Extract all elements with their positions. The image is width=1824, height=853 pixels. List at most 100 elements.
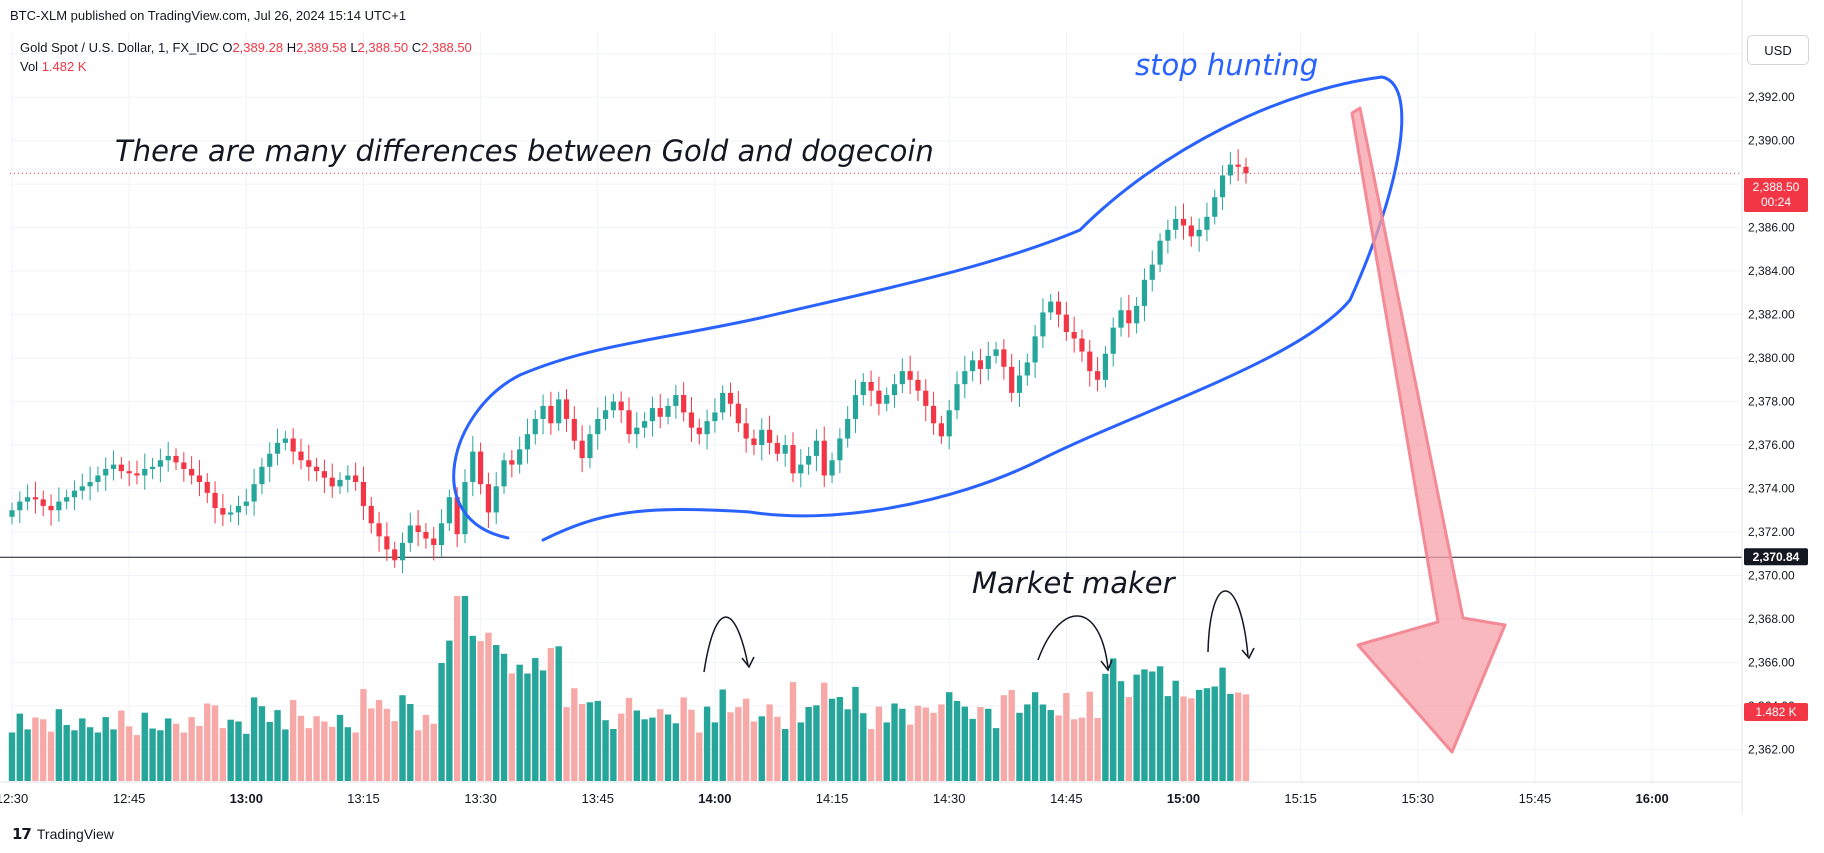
candle-body (79, 486, 85, 491)
volume-bar (289, 700, 297, 781)
volume-bar (274, 710, 281, 781)
currency-selector[interactable]: USD (1747, 35, 1809, 65)
candle-body (25, 497, 31, 502)
candle-body (712, 412, 718, 422)
x-tick-label: 16:00 (1635, 791, 1668, 806)
candle-body (1141, 279, 1148, 306)
volume-bar (1031, 692, 1039, 781)
candle-body (915, 379, 921, 391)
volume-label[interactable]: Vol (20, 59, 39, 74)
title-annotation: There are many differences between Gold … (115, 134, 934, 168)
volume-bar (399, 695, 406, 781)
candle-body (517, 449, 523, 465)
volume-value: 1.482 K (41, 59, 87, 74)
volume-bar (1242, 694, 1250, 781)
candle-body (337, 479, 343, 487)
volume-bar (118, 710, 125, 781)
candle-body (298, 451, 304, 461)
y-tick-label: 2,378.00 (1748, 395, 1795, 409)
volume-bar (985, 708, 992, 781)
candle-body (196, 475, 203, 482)
volume-bar (282, 729, 289, 781)
candle-body (243, 501, 249, 506)
candle-body (970, 360, 976, 372)
x-tick-label: 14:30 (933, 791, 966, 806)
volume-bar (1024, 704, 1031, 781)
volume-bar (649, 717, 656, 781)
volume-bar (383, 708, 391, 781)
candle-body (821, 440, 827, 476)
candle-body (1094, 371, 1101, 380)
tradingview-logo-icon: 𝟭𝟳 (12, 826, 32, 843)
volume-bar (1125, 697, 1133, 781)
candle-body (110, 464, 117, 469)
y-tick-label: 2,372.00 (1748, 525, 1795, 539)
volume-bar (1219, 667, 1226, 781)
symbol-name[interactable]: Gold Spot / U.S. Dollar, 1, FX_IDC (20, 40, 219, 55)
candle-body (1243, 166, 1249, 174)
candle-body (142, 468, 148, 476)
candle-body (938, 423, 944, 437)
volume-bar (766, 704, 773, 781)
volume-bar (1094, 718, 1101, 781)
candle-body (189, 468, 195, 476)
candle-body (813, 440, 820, 456)
volume-bar (516, 664, 523, 781)
volume-bar (422, 714, 430, 781)
candle-body (353, 475, 359, 482)
volume-bar (524, 673, 531, 781)
candle-body (860, 382, 866, 396)
volume-bar (493, 645, 500, 781)
high-value: 2,389.58 (296, 40, 347, 55)
candle-body (212, 492, 218, 509)
y-tick-label: 2,368.00 (1748, 612, 1795, 626)
low-value: 2,388.50 (357, 40, 409, 55)
candle-body (134, 473, 140, 476)
price-axis: 2,362.002,364.002,366.002,368.002,370.00… (1741, 0, 1795, 815)
candle-body (56, 501, 62, 511)
tradingview-footer[interactable]: 𝟭𝟳 TradingView (12, 825, 114, 843)
volume-bar (1117, 681, 1125, 781)
volume-bar (391, 721, 398, 781)
volume-bar (867, 729, 875, 781)
volume-bar (438, 663, 445, 781)
volume-bar (821, 682, 828, 781)
volume-bar (227, 719, 234, 781)
volume-bar (547, 648, 555, 781)
volume-bar (40, 719, 47, 781)
volume-bar (172, 723, 180, 781)
market-maker-label: Market maker (972, 566, 1177, 600)
candle-body (595, 418, 601, 435)
volume-bar (219, 728, 227, 781)
candle-body (1032, 336, 1038, 363)
x-tick-label: 14:15 (816, 791, 849, 806)
volume-bar (672, 723, 680, 781)
low-label: L (350, 40, 358, 55)
volume-bar (1149, 671, 1156, 781)
y-tick-label: 2,366.00 (1748, 655, 1795, 669)
candle-body (845, 418, 851, 439)
volume-bar (485, 632, 492, 781)
candle-body (173, 455, 179, 463)
candle-body (220, 508, 226, 515)
candle-body (610, 401, 616, 411)
volume-bar (1110, 658, 1117, 781)
y-tick-label: 2,380.00 (1748, 351, 1795, 365)
y-tick-label: 2,374.00 (1748, 482, 1795, 496)
volume-bar (321, 721, 328, 781)
open-value: 2,389.28 (232, 40, 284, 55)
volume-value-badge: 1.482 K (1755, 705, 1796, 719)
candle-body (462, 482, 468, 535)
volume-bar (742, 698, 750, 781)
candle-body (64, 497, 70, 502)
candle-body (720, 392, 726, 413)
volume-bar (508, 673, 516, 781)
volume-bar (578, 704, 586, 781)
volume-bar (930, 712, 937, 781)
candle-body (95, 475, 101, 482)
candle-body (1227, 164, 1233, 176)
volume-bar (750, 721, 758, 781)
candle-body (103, 468, 109, 476)
candle-body (602, 410, 609, 419)
